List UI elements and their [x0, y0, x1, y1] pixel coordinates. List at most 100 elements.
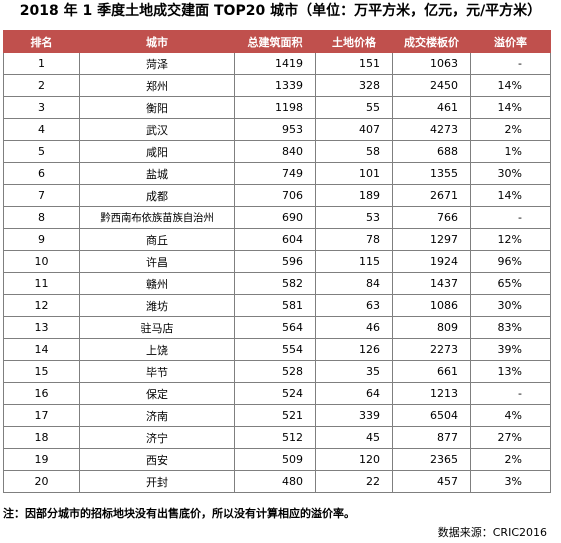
cell-floor-price: 457	[392, 470, 471, 493]
cell-premium-rate: 27%	[470, 426, 551, 449]
cell-premium-rate: 2%	[470, 448, 551, 471]
cell-floor-price: 2365	[392, 448, 471, 471]
cell-floor-price: 1063	[392, 52, 471, 75]
cell-floor-price: 688	[392, 140, 471, 163]
cell-floor-price: 1213	[392, 382, 471, 405]
cell-total-floor-area: 604	[234, 228, 316, 251]
cell-city: 衡阳	[79, 96, 235, 119]
cell-city: 潍坊	[79, 294, 235, 317]
cell-premium-rate: 14%	[470, 184, 551, 207]
header-city: 城市	[79, 30, 235, 53]
cell-city: 商丘	[79, 228, 235, 251]
cell-land-price: 120	[315, 448, 393, 471]
ranking-table: 排名 城市 总建筑面积 土地价格 成交楼板价 溢价率 1 菏泽 1419 151 106…	[3, 30, 551, 493]
cell-premium-rate: 30%	[470, 162, 551, 185]
cell-city: 济南	[79, 404, 235, 427]
cell-land-price: 22	[315, 470, 393, 493]
cell-floor-price: 1924	[392, 250, 471, 273]
cell-land-price: 328	[315, 74, 393, 97]
cell-premium-rate: 30%	[470, 294, 551, 317]
cell-floor-price: 6504	[392, 404, 471, 427]
table-row: 17 济南 521 339 6504 4%	[3, 404, 551, 427]
cell-total-floor-area: 596	[234, 250, 316, 273]
table-row: 7 成都 706 189 2671 14%	[3, 184, 551, 207]
cell-floor-price: 2671	[392, 184, 471, 207]
cell-premium-rate: -	[470, 206, 551, 229]
table-row: 16 保定 524 64 1213-	[3, 382, 551, 405]
cell-premium-rate: 4%	[470, 404, 551, 427]
cell-premium-rate: 14%	[470, 74, 551, 97]
cell-city: 赣州	[79, 272, 235, 295]
table-row: 9 商丘 604 78 1297 12%	[3, 228, 551, 251]
cell-rank: 14	[3, 338, 80, 361]
table-row: 1 菏泽 1419 151 1063-	[3, 52, 551, 75]
cell-total-floor-area: 1198	[234, 96, 316, 119]
header-premium-rate: 溢价率	[470, 30, 551, 53]
cell-city: 驻马店	[79, 316, 235, 339]
cell-rank: 13	[3, 316, 80, 339]
table-row: 11 赣州 582 84 1437 65%	[3, 272, 551, 295]
cell-premium-rate: 12%	[470, 228, 551, 251]
cell-total-floor-area: 554	[234, 338, 316, 361]
cell-city: 开封	[79, 470, 235, 493]
page-title: 2018 年 1 季度土地成交建面 TOP20 城市（单位：万平方米，亿元，元/…	[19, 3, 542, 19]
table-row: 2 郑州 1339 328 2450 14%	[3, 74, 551, 97]
cell-total-floor-area: 581	[234, 294, 316, 317]
cell-land-price: 53	[315, 206, 393, 229]
cell-total-floor-area: 1419	[234, 52, 316, 75]
cell-floor-price: 4273	[392, 118, 471, 141]
cell-total-floor-area: 512	[234, 426, 316, 449]
cell-city: 保定	[79, 382, 235, 405]
cell-premium-rate: 96%	[470, 250, 551, 273]
cell-city: 菏泽	[79, 52, 235, 75]
cell-city: 西安	[79, 448, 235, 471]
table-row: 18 济宁 512 45 877 27%	[3, 426, 551, 449]
cell-floor-price: 809	[392, 316, 471, 339]
cell-rank: 17	[3, 404, 80, 427]
cell-land-price: 55	[315, 96, 393, 119]
table-row: 6 盐城 749 101 1355 30%	[3, 162, 551, 185]
cell-rank: 19	[3, 448, 80, 471]
cell-total-floor-area: 840	[234, 140, 316, 163]
cell-premium-rate: 83%	[470, 316, 551, 339]
cell-total-floor-area: 749	[234, 162, 316, 185]
cell-floor-price: 1086	[392, 294, 471, 317]
header-floor-price: 成交楼板价	[392, 30, 471, 53]
table-row: 15 毕节 528 35 661 13%	[3, 360, 551, 383]
cell-city: 郑州	[79, 74, 235, 97]
cell-premium-rate: 39%	[470, 338, 551, 361]
cell-floor-price: 1297	[392, 228, 471, 251]
header-rank: 排名	[3, 30, 80, 53]
cell-land-price: 339	[315, 404, 393, 427]
table-row: 4 武汉 953 407 4273 2%	[3, 118, 551, 141]
cell-rank: 3	[3, 96, 80, 119]
footnote: 注：因部分城市的招标地块没有出售底价，所以没有计算相应的溢价率。	[3, 507, 355, 520]
cell-premium-rate: 2%	[470, 118, 551, 141]
table-body: 1 菏泽 1419 151 1063-2 郑州 1339 328 2450 14% 3 衡阳 1198 5…	[3, 52, 551, 493]
cell-floor-price: 2450	[392, 74, 471, 97]
cell-land-price: 84	[315, 272, 393, 295]
cell-rank: 9	[3, 228, 80, 251]
cell-land-price: 189	[315, 184, 393, 207]
cell-total-floor-area: 521	[234, 404, 316, 427]
data-source: 数据来源：CRIC2016	[437, 526, 547, 539]
cell-rank: 12	[3, 294, 80, 317]
cell-floor-price: 766	[392, 206, 471, 229]
cell-floor-price: 1437	[392, 272, 471, 295]
cell-city: 咸阳	[79, 140, 235, 163]
header-total-floor-area: 总建筑面积	[234, 30, 316, 53]
cell-total-floor-area: 480	[234, 470, 316, 493]
cell-rank: 11	[3, 272, 80, 295]
cell-rank: 1	[3, 52, 80, 75]
cell-city: 毕节	[79, 360, 235, 383]
cell-city: 成都	[79, 184, 235, 207]
table-row: 8 黔西南布依族苗族自治州 690 53 766-	[3, 206, 551, 229]
cell-rank: 10	[3, 250, 80, 273]
cell-rank: 6	[3, 162, 80, 185]
cell-premium-rate: 65%	[470, 272, 551, 295]
cell-land-price: 45	[315, 426, 393, 449]
cell-premium-rate: -	[470, 382, 551, 405]
cell-rank: 15	[3, 360, 80, 383]
table-row: 10 许昌 596 115 1924 96%	[3, 250, 551, 273]
cell-premium-rate: 14%	[470, 96, 551, 119]
